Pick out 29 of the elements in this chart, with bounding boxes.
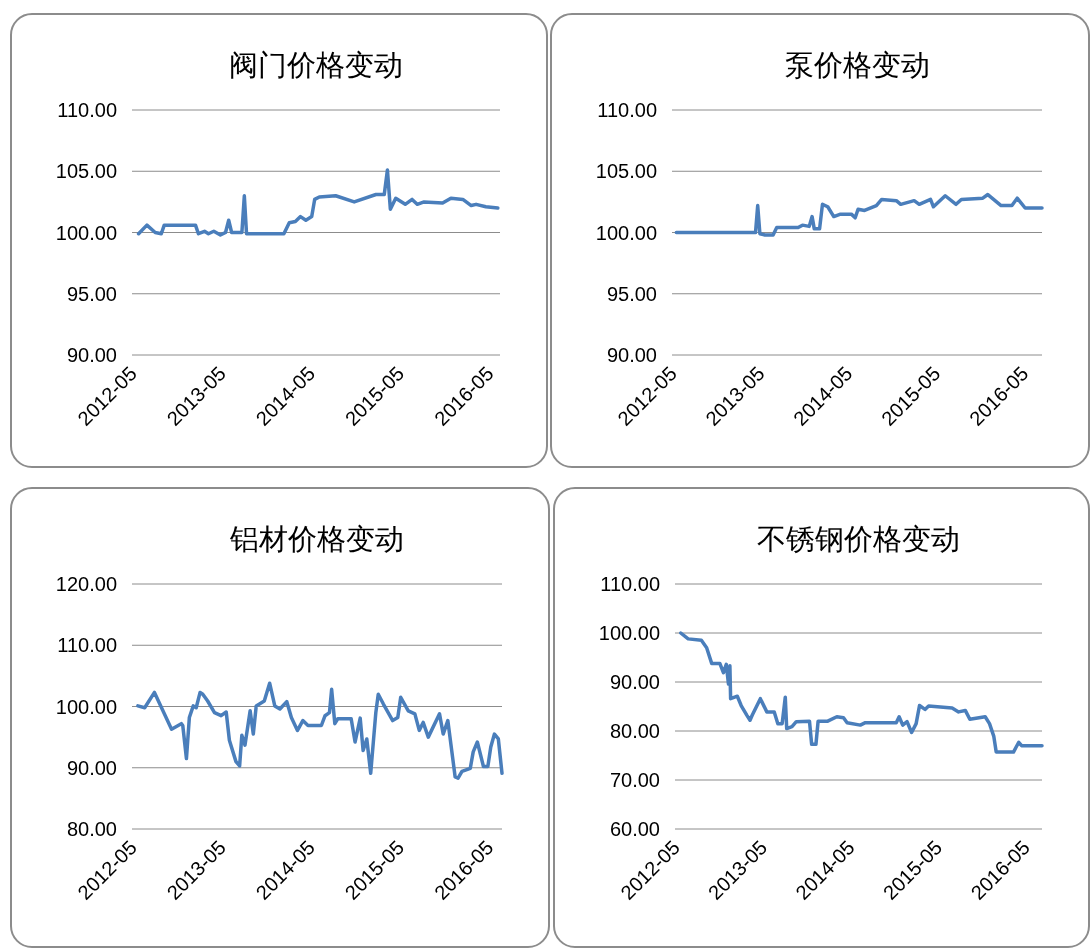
y-tick-label: 80.00 [609, 720, 660, 742]
y-tick-label: 90.00 [606, 344, 657, 366]
y-tick-label: 105.00 [595, 160, 657, 183]
y-tick-label: 90.00 [66, 756, 117, 779]
line-series [136, 681, 504, 780]
y-tick-label: 110.00 [57, 634, 117, 657]
chart-title: 不锈钢价格变动 [757, 523, 960, 555]
line-series [679, 631, 1044, 754]
y-tick-label: 100.00 [598, 622, 660, 644]
y-tick-label: 90.00 [66, 344, 117, 366]
y-tick-label: 95.00 [606, 282, 657, 305]
y-tick-label: 110.00 [57, 99, 117, 121]
y-tick-label: 110.00 [597, 99, 657, 121]
y-tick-label: 120.00 [55, 573, 117, 595]
y-tick-label: 110.00 [600, 573, 660, 595]
y-tick-label: 95.00 [66, 282, 117, 305]
chart-title: 泵价格变动 [784, 49, 930, 81]
y-tick-label: 100.00 [55, 695, 117, 718]
y-tick-label: 105.00 [55, 160, 117, 183]
y-tick-label: 70.00 [609, 769, 660, 791]
chart-title: 铝材价格变动 [229, 523, 404, 555]
y-tick-label: 100.00 [595, 221, 657, 244]
y-tick-label: 100.00 [55, 221, 117, 244]
y-tick-label: 60.00 [609, 818, 660, 840]
y-tick-label: 80.00 [66, 818, 117, 840]
line-series [136, 168, 500, 237]
line-series [674, 192, 1044, 237]
y-tick-label: 90.00 [609, 671, 660, 693]
chart-title: 阀门价格变动 [229, 49, 403, 81]
